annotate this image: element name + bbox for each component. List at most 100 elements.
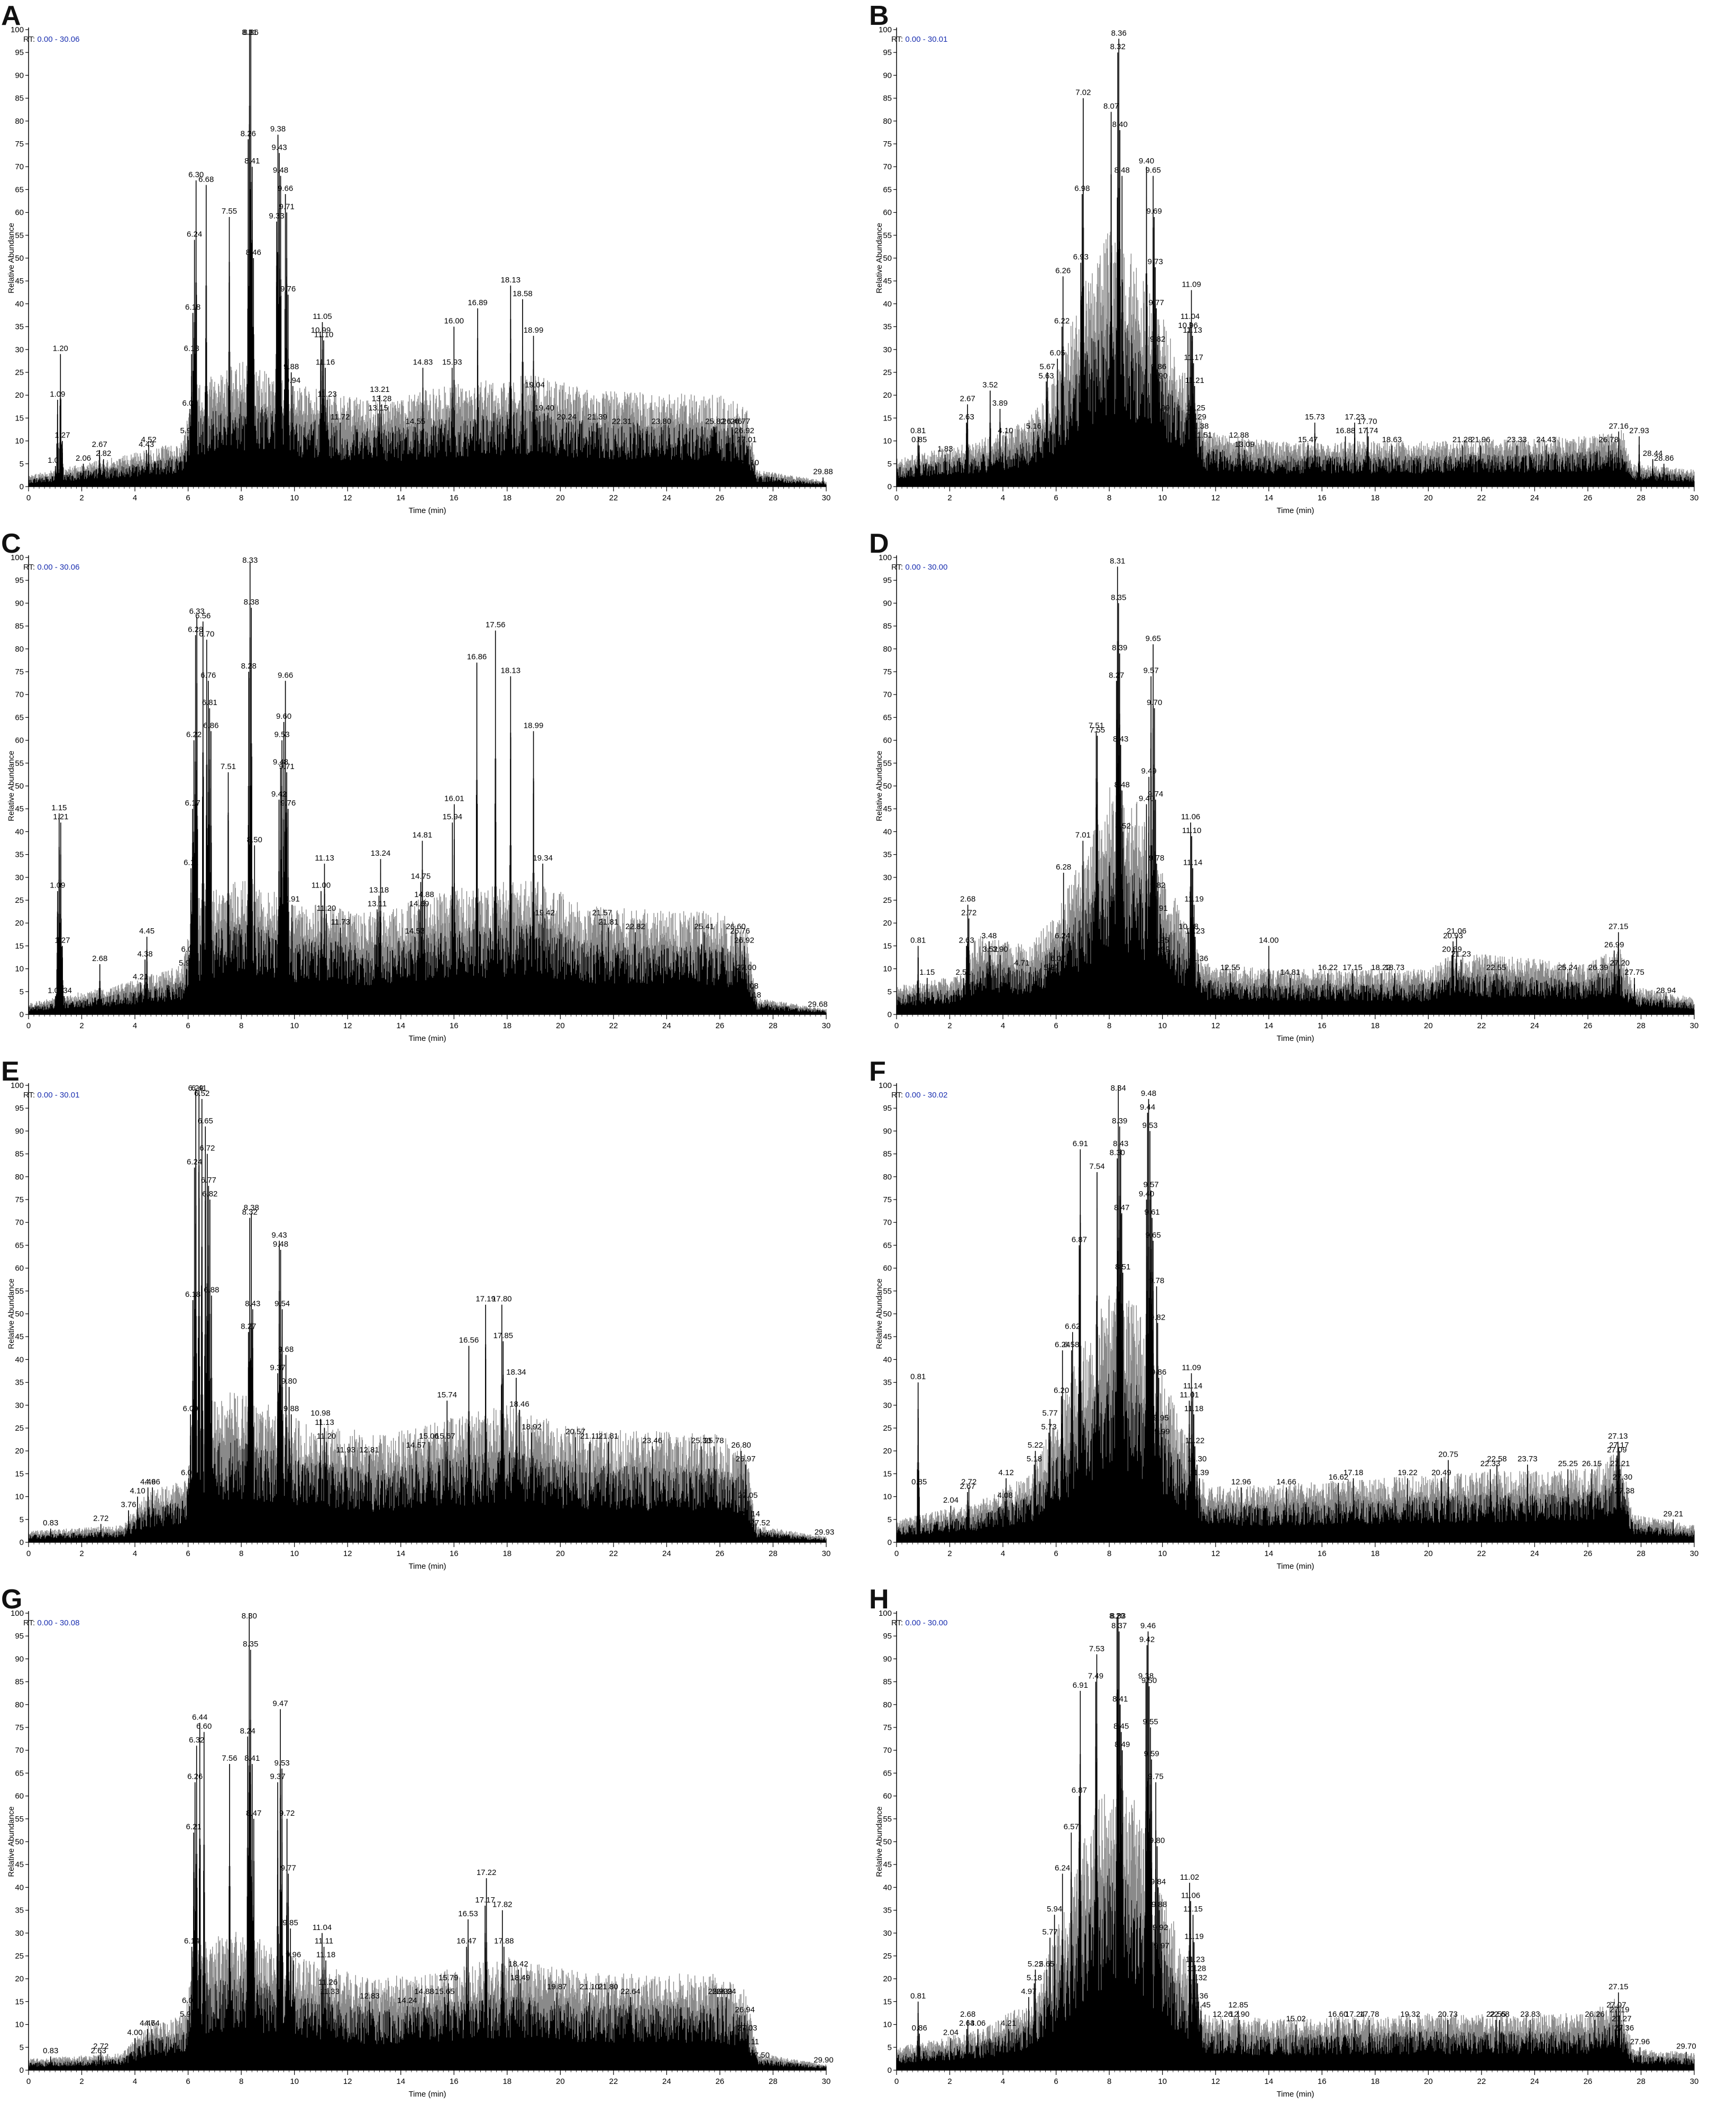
peak-label: 7.55 <box>1090 726 1105 735</box>
trace-core <box>28 644 827 1014</box>
peak-label: 7.01 <box>1075 831 1091 840</box>
rt-range-label: RT: 0.00 - 30.00 <box>891 563 947 572</box>
y-tick-label: 0 <box>20 1538 24 1547</box>
x-tick-label: 30 <box>822 1021 831 1030</box>
y-tick-label: 65 <box>883 185 892 194</box>
x-tick-label: 20 <box>1424 1549 1433 1558</box>
peak-label: 25.82 <box>705 417 725 426</box>
peak-label: 9.53 <box>1142 1121 1157 1130</box>
y-tick-label: 55 <box>15 1287 24 1296</box>
y-axis-title: Relative Abundance <box>875 1278 884 1349</box>
rt-prefix: RT: <box>891 35 903 44</box>
peak-label: 27.30 <box>1613 1473 1633 1482</box>
peak-label: 9.38 <box>270 125 286 134</box>
x-tick-label: 2 <box>79 1021 84 1030</box>
peak-label: 5.94 <box>1047 1905 1062 1914</box>
y-tick-label: 100 <box>879 1609 892 1618</box>
y-tick-label: 100 <box>879 1081 892 1090</box>
peak-label: 21.57 <box>592 909 612 918</box>
y-tick-label: 95 <box>883 48 892 57</box>
x-tick-label: 12 <box>343 2077 352 2086</box>
peak-label: 27.17 <box>1609 1441 1629 1450</box>
peak-label: 19.87 <box>547 1982 567 1991</box>
peak-label: 14.75 <box>411 872 431 881</box>
x-tick-label: 2 <box>79 1549 84 1558</box>
peak-label: 21.96 <box>1470 435 1491 444</box>
panel-f: F RT: 0.00 - 30.02 0.81 0.85 2.04 2.67 2.72 4… <box>868 1056 1736 1584</box>
peak-label: 9.86 <box>1151 362 1166 371</box>
peak-label: 8.47 <box>246 1809 261 1818</box>
x-tick-label: 18 <box>502 1021 511 1030</box>
peak-label: 22.68 <box>1490 2010 1510 2019</box>
peak-label: 22.58 <box>1487 1455 1507 1463</box>
peak-label: 18.73 <box>1385 963 1405 972</box>
y-tick-label: 65 <box>15 1769 24 1778</box>
peak-label: 11.06 <box>1181 812 1200 821</box>
y-tick-label: 95 <box>883 576 892 585</box>
x-tick-label: 30 <box>1690 1021 1699 1030</box>
x-tick-label: 8 <box>1107 2077 1111 2086</box>
peak-label: 9.55 <box>1143 1717 1158 1726</box>
rt-range: 0.00 - 30.06 <box>37 35 80 44</box>
peak-label: 5.22 <box>1028 1960 1043 1969</box>
peak-label: 7.53 <box>1089 1644 1104 1653</box>
peak-label: 23.33 <box>1507 435 1527 444</box>
x-tick-label: 2 <box>947 1021 952 1030</box>
peak-label: 8.41 <box>244 1754 260 1763</box>
x-tick-label: 0 <box>894 1549 899 1558</box>
peak-label: 4.00 <box>127 2028 142 2037</box>
y-tick-label: 15 <box>15 941 24 950</box>
peak-label: 14.69 <box>409 899 430 908</box>
peak-label: 5.22 <box>1028 1441 1043 1450</box>
peak-label: 23.46 <box>642 1437 662 1446</box>
peak-label: 1.21 <box>53 812 68 821</box>
peak-label: 27.00 <box>736 963 756 972</box>
y-axis-title: Relative Abundance <box>7 1806 16 1877</box>
peak-label: 18.99 <box>524 721 544 730</box>
x-tick-label: 26 <box>1584 1549 1593 1558</box>
x-tick-label: 24 <box>1530 493 1539 502</box>
x-tick-label: 0 <box>26 493 31 502</box>
x-tick-label: 24 <box>662 2077 671 2086</box>
peak-label: 13.11 <box>368 899 387 908</box>
x-tick-label: 18 <box>502 2077 511 2086</box>
peak-label: 11.18 <box>1184 1404 1203 1413</box>
peak-label: 11.14 <box>1183 1382 1202 1391</box>
x-axis-title: Time (min) <box>1276 1562 1314 1571</box>
peak-label: 9.75 <box>1148 1772 1163 1781</box>
y-tick-label: 45 <box>883 277 892 286</box>
chromatogram-plot: 0.81 1.15 2.51 2.63 2.68 2.72 3.48 3.523.90 4.71… <box>875 553 1699 1043</box>
x-tick-label: 28 <box>1637 493 1646 502</box>
x-tick-label: 20 <box>1424 1021 1433 1030</box>
peak-label: 5.63 <box>1038 371 1054 380</box>
y-tick-label: 20 <box>15 1447 24 1456</box>
peak-label: 6.28 <box>188 625 203 634</box>
rt-range-label: RT: 0.00 - 30.01 <box>891 35 947 44</box>
y-tick-label: 55 <box>883 1815 892 1824</box>
peak-label: 0.85 <box>911 1477 927 1486</box>
y-tick-label: 45 <box>883 1860 892 1869</box>
peak-label: 19.04 <box>525 381 545 390</box>
peak-label: 11.11 <box>315 1937 333 1946</box>
peak-label: 26.97 <box>736 1455 756 1463</box>
y-tick-label: 95 <box>15 1632 24 1641</box>
peak-label: 20.73 <box>1438 2010 1458 2019</box>
peak-label: 16.86 <box>467 653 487 662</box>
x-tick-label: 2 <box>947 493 952 502</box>
y-tick-label: 70 <box>883 1746 892 1755</box>
y-tick-label: 30 <box>883 1401 892 1410</box>
peak-label: 26.09 <box>712 1987 733 1996</box>
x-tick-label: 0 <box>26 1549 31 1558</box>
peak-label: 2.68 <box>960 895 975 904</box>
peak-label: 8.41 <box>244 157 260 166</box>
peak-label: 6.44 <box>192 1713 207 1722</box>
peak-label: 16.88 <box>1336 426 1356 435</box>
y-tick-label: 35 <box>883 1906 892 1915</box>
peak-label: 9.88 <box>284 362 299 371</box>
peak-label: 9.82 <box>1150 335 1165 344</box>
y-tick-label: 5 <box>888 987 892 996</box>
rt-prefix: RT: <box>23 563 35 572</box>
peak-label: 4.49 <box>140 1477 156 1486</box>
y-tick-label: 50 <box>15 254 24 263</box>
peak-label: 9.99 <box>1155 1427 1170 1436</box>
